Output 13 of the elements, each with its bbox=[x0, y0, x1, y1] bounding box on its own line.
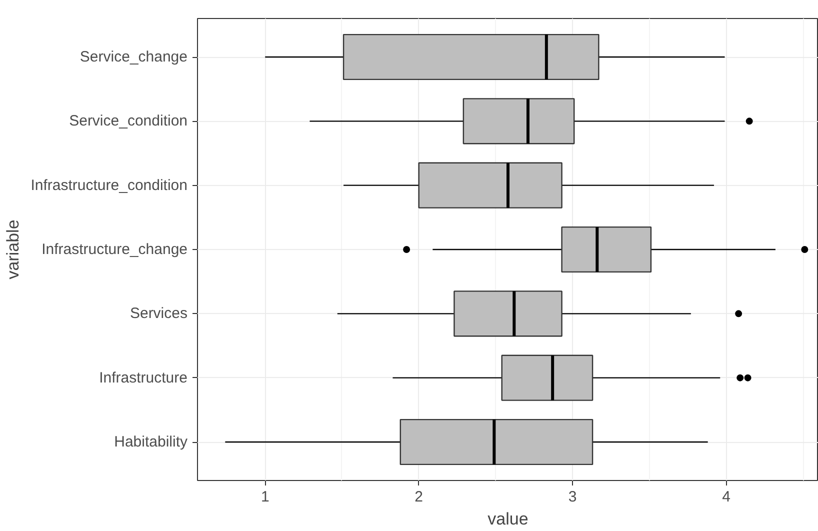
y-tick-label: Infrastructure bbox=[99, 369, 188, 386]
x-tick-label: 2 bbox=[414, 488, 424, 506]
y-tick-label: Service_change bbox=[80, 48, 188, 66]
y-tick-label: Habitability bbox=[114, 434, 188, 450]
x-tick-label: 1 bbox=[260, 488, 270, 506]
y-tick-label: Service_condition bbox=[69, 112, 188, 130]
y-tick-label: Services bbox=[130, 305, 188, 322]
y-tick-label: Infrastructure_change bbox=[42, 241, 188, 258]
y-axis-title: variable bbox=[4, 220, 23, 280]
x-axis-title: value bbox=[488, 510, 528, 528]
x-tick-label: 4 bbox=[722, 488, 730, 506]
y-tick-label: Infrastructure_condition bbox=[30, 176, 188, 194]
x-tick-label: 3 bbox=[568, 488, 577, 506]
